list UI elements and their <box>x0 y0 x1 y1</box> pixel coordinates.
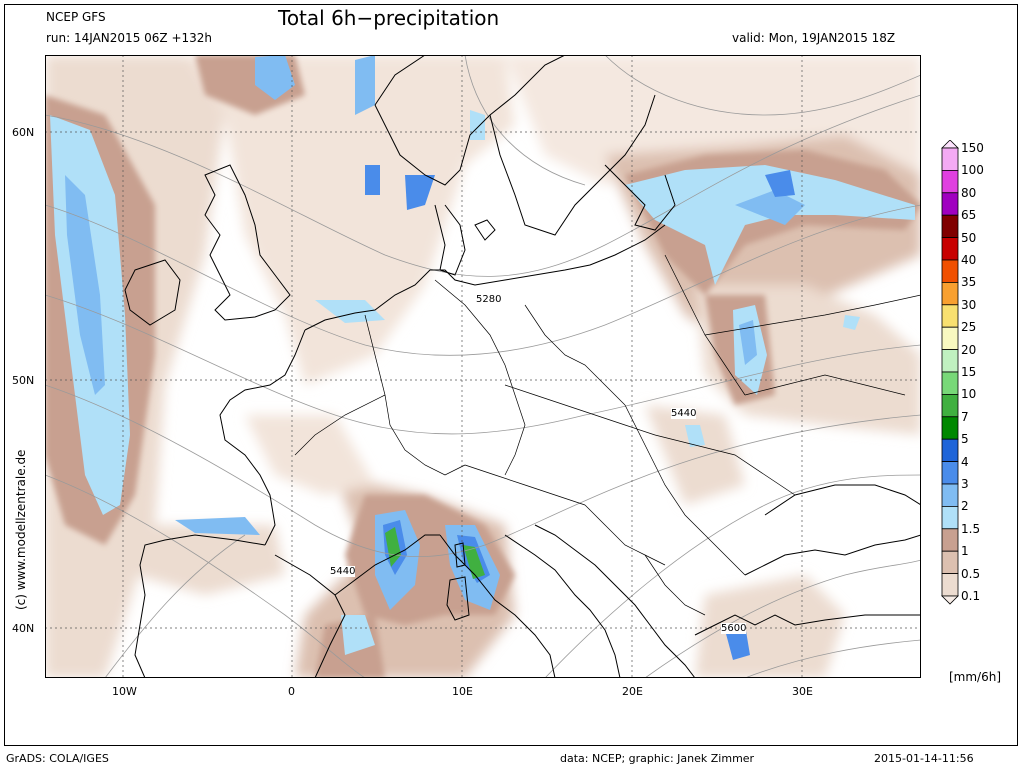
coastlines <box>124 55 921 678</box>
lon-label: 10E <box>452 685 473 698</box>
lat-label: 40N <box>12 622 35 635</box>
website-label: (c) www.modellzentrale.de <box>14 449 28 610</box>
country-borders <box>294 254 921 616</box>
colorbar-level-label: 50 <box>961 230 977 245</box>
lon-label: 0 <box>288 685 295 698</box>
colorbar-level-label: 0.5 <box>961 566 981 581</box>
colorbar-swatch <box>941 550 959 575</box>
colorbar-swatch <box>941 461 959 485</box>
colorbar-level-label: 80 <box>961 185 977 200</box>
colorbar-cap <box>941 140 959 149</box>
chart-title: Total 6h−precipitation <box>278 6 500 30</box>
colorbar-cap <box>941 595 959 605</box>
colorbar-swatch <box>941 349 959 373</box>
colorbar-level-label: 35 <box>961 275 977 290</box>
colorbar-level-label: 3 <box>961 477 969 491</box>
lon-label: 30E <box>792 685 813 698</box>
colorbar-level-label: 150 <box>961 141 984 155</box>
lat-label: 50N <box>12 374 35 387</box>
colorbar-level-label: 30 <box>961 297 977 312</box>
colorbar-swatch <box>941 259 959 283</box>
colorbar-swatch <box>941 214 959 238</box>
colorbar <box>941 140 959 605</box>
precipitation-map <box>45 55 921 678</box>
contour-label: 5600 <box>721 623 747 634</box>
contour-label: 5440 <box>671 408 697 419</box>
lat-label: 60N <box>12 126 35 139</box>
colorbar-swatch <box>941 326 959 350</box>
colorbar-swatch <box>941 573 959 597</box>
model-name: NCEP GFS <box>46 10 106 24</box>
colorbar-swatch <box>941 237 959 261</box>
colorbar-level-label: 7 <box>961 409 969 424</box>
colorbar-level-label: 40 <box>961 253 977 267</box>
colorbar-level-label: 5 <box>961 432 969 447</box>
colorbar-swatch <box>941 416 959 440</box>
colorbar-level-label: 10 <box>961 387 977 402</box>
colorbar-swatch <box>941 393 959 418</box>
colorbar-swatch <box>941 192 959 216</box>
lon-label: 10W <box>112 685 137 698</box>
plot-frame <box>4 4 1018 746</box>
colorbar-unit: [mm/6h] <box>949 670 1002 684</box>
colorbar-swatch <box>941 438 959 463</box>
colorbar-swatch <box>941 281 959 306</box>
colorbar-swatch <box>941 528 959 552</box>
colorbar-level-label: 15 <box>961 365 977 379</box>
colorbar-level-label: 65 <box>961 208 977 223</box>
colorbar-level-label: 0.1 <box>961 589 981 603</box>
run-info: run: 14JAN2015 06Z +132h <box>46 31 213 45</box>
lat-lon-grid <box>45 55 921 678</box>
contour-label: 5440 <box>330 566 356 577</box>
footer-timestamp: 2015-01-14-11:56 <box>874 752 974 765</box>
colorbar-level-label: 20 <box>961 342 977 357</box>
footer-credits: data: NCEP; graphic: Janek Zimmer <box>560 752 755 765</box>
valid-time: valid: Mon, 19JAN2015 18Z <box>732 31 896 45</box>
colorbar-level-label: 1.5 <box>961 521 981 536</box>
lon-label: 20E <box>622 685 643 698</box>
footer-software: GrADS: COLA/IGES <box>6 752 109 765</box>
colorbar-swatch <box>941 304 959 328</box>
colorbar-level-label: 2 <box>961 499 969 514</box>
colorbar-level-label: 1 <box>961 544 969 559</box>
colorbar-swatch <box>941 505 959 530</box>
colorbar-level-label: 25 <box>961 320 977 335</box>
colorbar-swatch <box>941 371 959 395</box>
contour-label: 5280 <box>476 294 502 305</box>
precip-heavy-areas <box>50 55 915 660</box>
colorbar-level-label: 4 <box>961 454 969 469</box>
geopotential-contours <box>45 55 921 678</box>
colorbar-level-label: 100 <box>961 163 984 178</box>
colorbar-swatch <box>941 147 959 171</box>
colorbar-swatch <box>941 169 959 194</box>
colorbar-swatch <box>941 483 959 507</box>
